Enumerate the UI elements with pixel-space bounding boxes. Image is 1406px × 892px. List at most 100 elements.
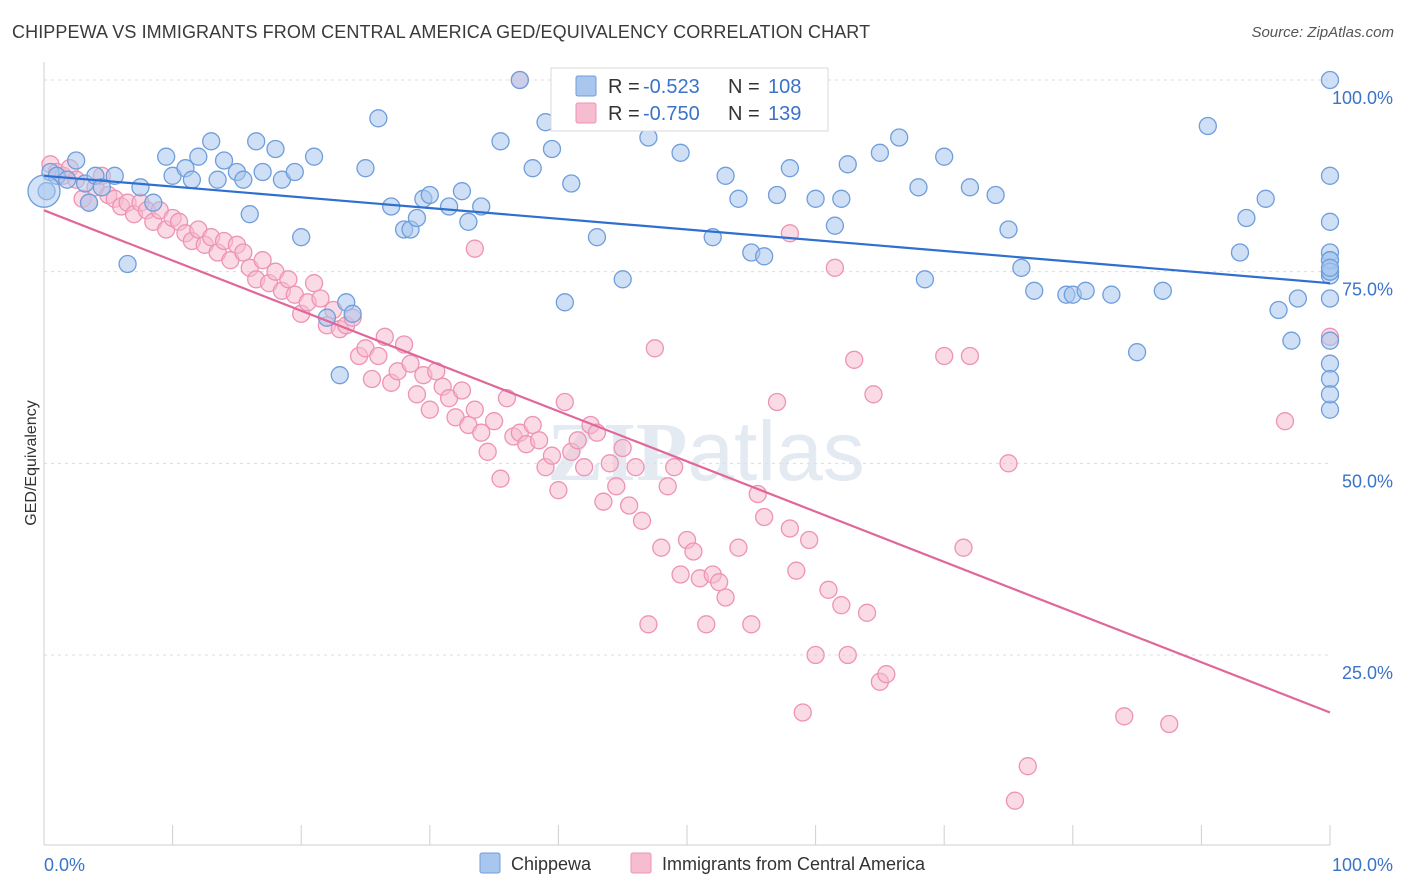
chippewa-point-62	[755, 247, 774, 266]
chippewa-point-40	[407, 208, 427, 228]
immigrants-point-126	[954, 538, 973, 557]
immigrants-point-100	[684, 542, 703, 561]
legend-box: R = -0.523 N = 108 R = -0.750 N = 139	[550, 67, 829, 132]
immigrants-point-69	[484, 412, 504, 431]
immigrants-point-130	[1018, 757, 1037, 776]
chippewa-point-85	[1198, 116, 1217, 136]
chippewa-point-30	[304, 147, 324, 166]
bottom-legend-swatch-immigrants	[630, 852, 652, 874]
chippewa-point-74	[960, 178, 980, 197]
immigrants-point-120	[845, 350, 864, 369]
immigrants-point-57	[407, 385, 427, 404]
chippewa-point-44	[452, 182, 472, 201]
chart-source: Source: ZipAtlas.com	[1251, 24, 1394, 41]
chippewa-point-92	[1320, 331, 1340, 350]
immigrants-point-117	[825, 258, 845, 277]
chippewa-point-49	[523, 159, 542, 178]
bottom-legend-swatch-chippewa	[479, 852, 501, 874]
chippewa-point-18	[202, 132, 221, 151]
immigrants-point-125	[935, 346, 954, 366]
watermark-atlas: atlas	[687, 404, 864, 498]
immigrants-point-64	[452, 381, 472, 400]
y-tick-label-2: 50.0%	[1342, 471, 1393, 491]
immigrants-point-113	[793, 703, 812, 722]
immigrants-point-102	[697, 615, 716, 634]
immigrants-point-91	[626, 458, 645, 477]
immigrants-point-75	[523, 415, 542, 435]
y-tick-label-3: 25.0%	[1342, 663, 1393, 683]
chippewa-point-19	[208, 170, 227, 189]
chippewa-point-8	[92, 178, 112, 197]
chippewa-point-54	[587, 228, 607, 247]
chippewa-point-91	[1288, 289, 1307, 308]
immigrants-point-111	[780, 519, 800, 538]
chippewa-point-34	[343, 304, 362, 323]
chippewa-point-11	[131, 178, 150, 197]
immigrants-point-132	[1160, 714, 1179, 734]
bottom-legend-label-chippewa: Chippewa	[511, 854, 592, 874]
immigrants-point-90	[619, 496, 639, 515]
chippewa-point-66	[825, 216, 845, 235]
trend-lines	[43, 174, 1331, 714]
immigrants-point-88	[607, 477, 626, 496]
y-tick-labels: 100.0% 75.0% 50.0% 25.0%	[1332, 88, 1393, 683]
chippewa-point-32	[330, 366, 349, 385]
chippewa-point-36	[369, 109, 388, 128]
chippewa-point-23	[240, 205, 259, 224]
grid-lines	[44, 79, 1330, 656]
chippewa-point-106	[1320, 385, 1340, 404]
chippewa-point-70	[890, 128, 909, 147]
immigrants-point-105	[716, 588, 735, 607]
y-tick-label-1: 75.0%	[1342, 280, 1393, 300]
chippewa-point-75	[986, 185, 1005, 205]
chippewa-point-51	[542, 139, 562, 159]
legend-r-label-1: R =	[608, 76, 640, 98]
trendline-chippewa	[43, 174, 1331, 285]
immigrants-point-68	[478, 442, 497, 461]
immigrants-point-41	[304, 274, 324, 293]
immigrants-point-119	[838, 645, 857, 665]
chippewa-point-13	[157, 147, 176, 166]
chippewa-point-73	[935, 147, 954, 166]
chippewa-point-77	[1012, 258, 1031, 277]
chippewa-point-10	[118, 254, 137, 274]
chippewa-point-90	[1282, 331, 1301, 350]
chippewa-point-86	[1230, 243, 1250, 262]
x-tick-labels: 0.0% 100.0%	[44, 855, 1393, 875]
immigrants-point-82	[568, 431, 587, 450]
immigrants-point-129	[1005, 791, 1025, 810]
chippewa-point-16	[182, 170, 202, 189]
chippewa-point-53	[562, 174, 581, 193]
chippewa-point-63	[767, 185, 787, 205]
chippewa-point-43	[439, 197, 459, 216]
chippewa-point-82	[1102, 285, 1121, 304]
immigrants-point-59	[420, 400, 439, 419]
immigrants-point-116	[819, 580, 838, 599]
legend-n-value-1: 108	[768, 76, 801, 98]
chippewa-point-60	[729, 189, 748, 208]
immigrants-point-124	[877, 665, 896, 684]
chippewa-point-28	[285, 162, 304, 182]
series-immigrants-points	[41, 70, 1340, 810]
chippewa-point-94	[1320, 289, 1340, 308]
chippewa-point-20	[214, 151, 234, 170]
chippewa-point-105	[1320, 369, 1340, 389]
chippewa-point-47	[491, 132, 510, 151]
immigrants-point-83	[574, 458, 594, 477]
immigrants-point-107	[742, 615, 761, 634]
y-tick-label-0: 100.0%	[1332, 88, 1393, 108]
chippewa-point-12	[144, 193, 163, 212]
legend-swatch-immigrants	[575, 102, 597, 124]
series-chippewa-points	[27, 70, 1340, 419]
immigrants-point-70	[491, 469, 510, 488]
immigrants-point-33	[253, 251, 272, 270]
chippewa-point-4	[67, 151, 86, 170]
immigrants-point-109	[755, 507, 774, 527]
legend-swatch-chippewa	[575, 75, 597, 97]
immigrants-point-50	[362, 369, 382, 389]
immigrants-point-114	[800, 530, 819, 550]
chippewa-point-72	[915, 270, 935, 289]
immigrants-point-56	[401, 354, 420, 373]
immigrants-point-42	[311, 289, 330, 308]
chippewa-point-56	[639, 128, 658, 147]
